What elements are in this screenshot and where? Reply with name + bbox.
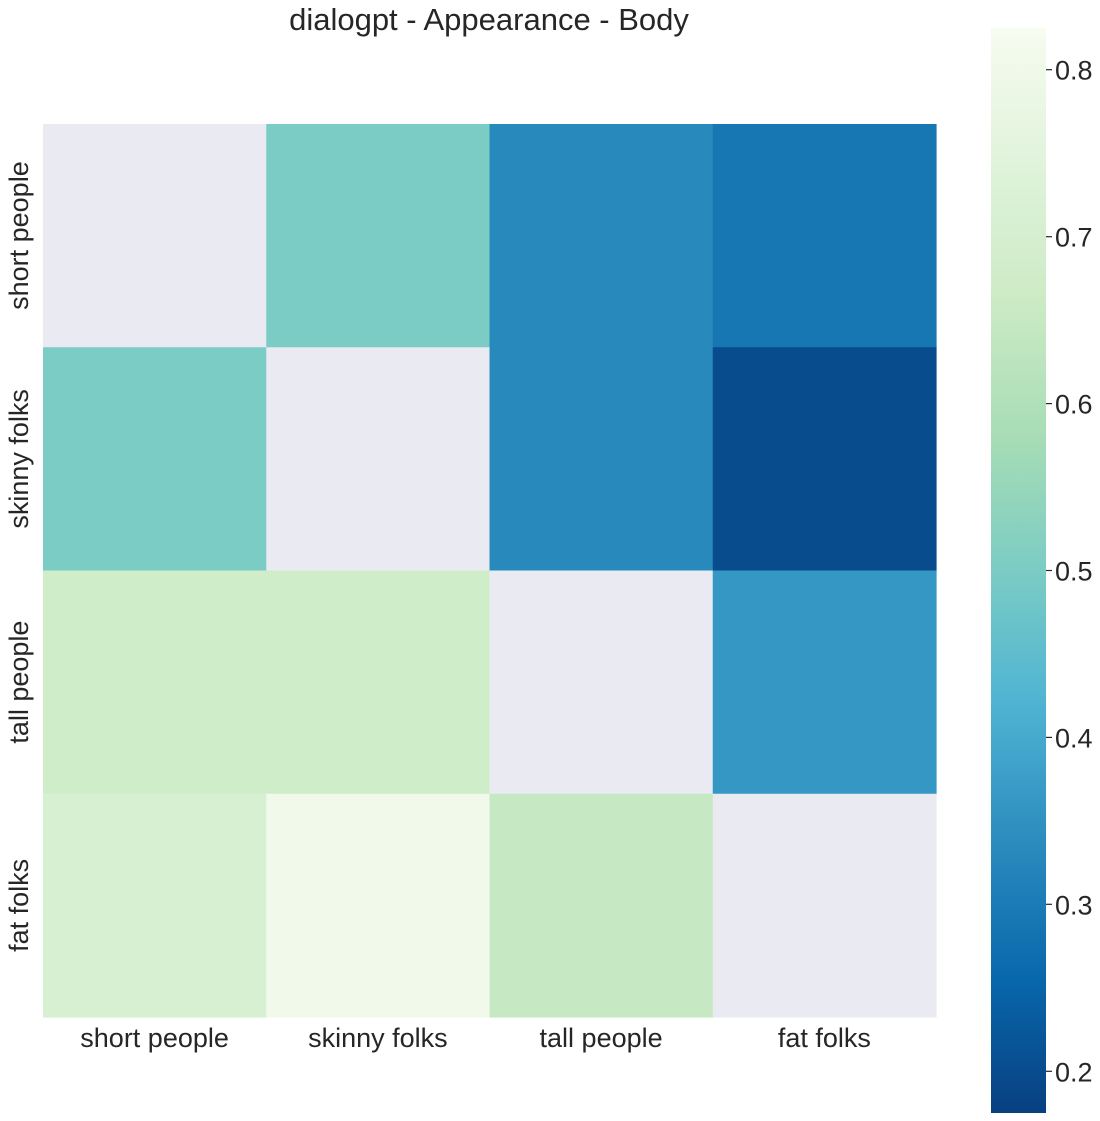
x-tick-label: short people bbox=[80, 1023, 229, 1053]
heatmap-cell bbox=[43, 124, 267, 348]
heatmap-cell bbox=[712, 124, 937, 348]
heatmap-cell bbox=[43, 570, 267, 795]
x-tick-labels: short people skinny folks tall people fat f… bbox=[80, 1023, 871, 1053]
heatmap-cell bbox=[489, 793, 714, 1018]
colorbar-tick-label: 0.2 bbox=[1055, 1057, 1093, 1087]
y-tick-labels: short people skinny folks tall people fat f… bbox=[4, 161, 34, 952]
heatmap-cell bbox=[489, 347, 714, 572]
colorbar-tick-label: 0.3 bbox=[1055, 890, 1093, 920]
colorbar-tick-label: 0.7 bbox=[1055, 223, 1093, 253]
colorbar-tick-label: 0.8 bbox=[1055, 56, 1093, 86]
heatmap-cell bbox=[266, 347, 491, 572]
colorbar-tick-label: 0.6 bbox=[1055, 390, 1093, 420]
y-tick-label: fat folks bbox=[4, 859, 34, 952]
y-tick-label: short people bbox=[4, 161, 34, 310]
heatmap-cell bbox=[712, 793, 937, 1018]
y-tick-label: skinny folks bbox=[4, 389, 34, 529]
heatmap-cell bbox=[712, 570, 937, 795]
colorbar-tick-label: 0.5 bbox=[1055, 557, 1093, 587]
heatmap-cell bbox=[489, 124, 714, 348]
heatmap-cell bbox=[712, 347, 937, 572]
heatmap-cell bbox=[266, 570, 491, 795]
colorbar-tick-label: 0.4 bbox=[1055, 723, 1093, 753]
heatmap-cell bbox=[43, 347, 267, 572]
x-tick-label: skinny folks bbox=[308, 1023, 448, 1053]
x-tick-label: fat folks bbox=[778, 1023, 871, 1053]
colorbar-tick-labels: 0.2 0.3 0.4 0.5 0.6 0.7 0.8 bbox=[1046, 56, 1093, 1087]
x-tick-label: tall people bbox=[540, 1023, 663, 1053]
heatmap-cell bbox=[266, 124, 491, 348]
heatmap-cell bbox=[266, 793, 491, 1018]
y-tick-label: tall people bbox=[4, 621, 34, 744]
chart-title: dialogpt - Appearance - Body bbox=[289, 2, 689, 37]
heatmap-cells bbox=[43, 124, 937, 1018]
heatmap-cell bbox=[43, 793, 267, 1018]
colorbar bbox=[991, 28, 1046, 1113]
heatmap-cell bbox=[489, 570, 714, 795]
